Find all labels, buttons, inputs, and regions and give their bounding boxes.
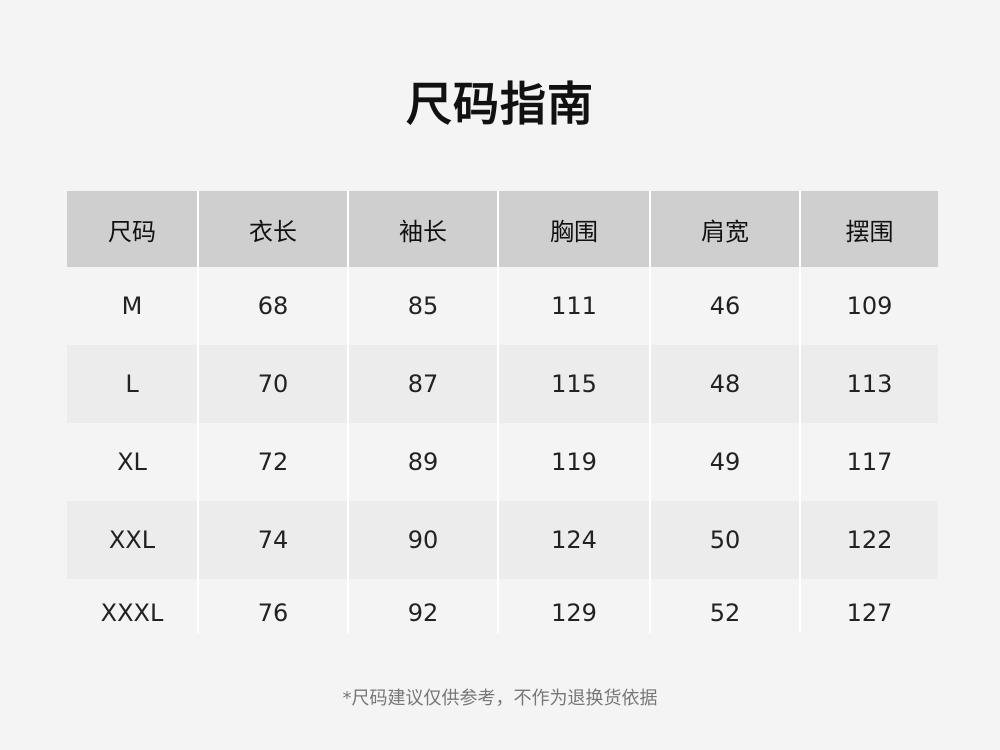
cell-length: 72 (199, 423, 349, 501)
cell-shoulder: 50 (651, 501, 801, 579)
cell-size: M (67, 267, 199, 345)
cell-size: L (67, 345, 199, 423)
header-length: 衣长 (199, 191, 349, 267)
cell-hem: 127 (846, 599, 893, 627)
cell-size: XXXL (67, 579, 199, 633)
cell-hem: 117 (846, 448, 893, 476)
header-hem: 摆围 (845, 217, 894, 246)
table-header-row: 尺码 衣长 袖长 胸围 肩宽 摆围 (67, 191, 938, 267)
page-title: 尺码指南 (406, 77, 594, 131)
cell-chest: 129 (499, 579, 651, 633)
cell-hem: 122 (846, 526, 893, 554)
header-chest: 胸围 (499, 191, 651, 267)
cell-hem: 109 (846, 292, 893, 320)
table-row: M 68 85 111 46 109 (67, 267, 938, 345)
cell-sleeve: 89 (349, 423, 499, 501)
cell-chest: 115 (499, 345, 651, 423)
cell-shoulder: 48 (651, 345, 801, 423)
cell-sleeve: 85 (349, 267, 499, 345)
cell-shoulder: 49 (651, 423, 801, 501)
cell-length: 68 (199, 267, 349, 345)
cell-sleeve: 92 (349, 579, 499, 633)
table-row: L 70 87 115 48 113 (67, 345, 938, 423)
cell-size: XXL (67, 501, 199, 579)
cell-chest: 111 (499, 267, 651, 345)
table-row: XXL 74 90 124 50 122 (67, 501, 938, 579)
table-row: XXXL 76 92 129 52 127 (67, 579, 938, 633)
header-sleeve: 袖长 (349, 191, 499, 267)
cell-length: 74 (199, 501, 349, 579)
cell-hem: 113 (846, 370, 893, 398)
cell-sleeve: 90 (349, 501, 499, 579)
cell-length: 70 (199, 345, 349, 423)
table-row: XL 72 89 119 49 117 (67, 423, 938, 501)
cell-shoulder: 52 (651, 579, 801, 633)
header-shoulder: 肩宽 (651, 191, 801, 267)
cell-shoulder: 46 (651, 267, 801, 345)
cell-sleeve: 87 (349, 345, 499, 423)
disclaimer-note: *尺码建议仅供参考，不作为退换货依据 (342, 688, 658, 709)
cell-length: 76 (199, 579, 349, 633)
cell-chest: 119 (499, 423, 651, 501)
cell-chest: 124 (499, 501, 651, 579)
header-size: 尺码 (67, 191, 199, 267)
cell-size: XL (67, 423, 199, 501)
size-table: 尺码 衣长 袖长 胸围 肩宽 摆围 M 68 85 111 46 109 L 7… (67, 191, 938, 633)
